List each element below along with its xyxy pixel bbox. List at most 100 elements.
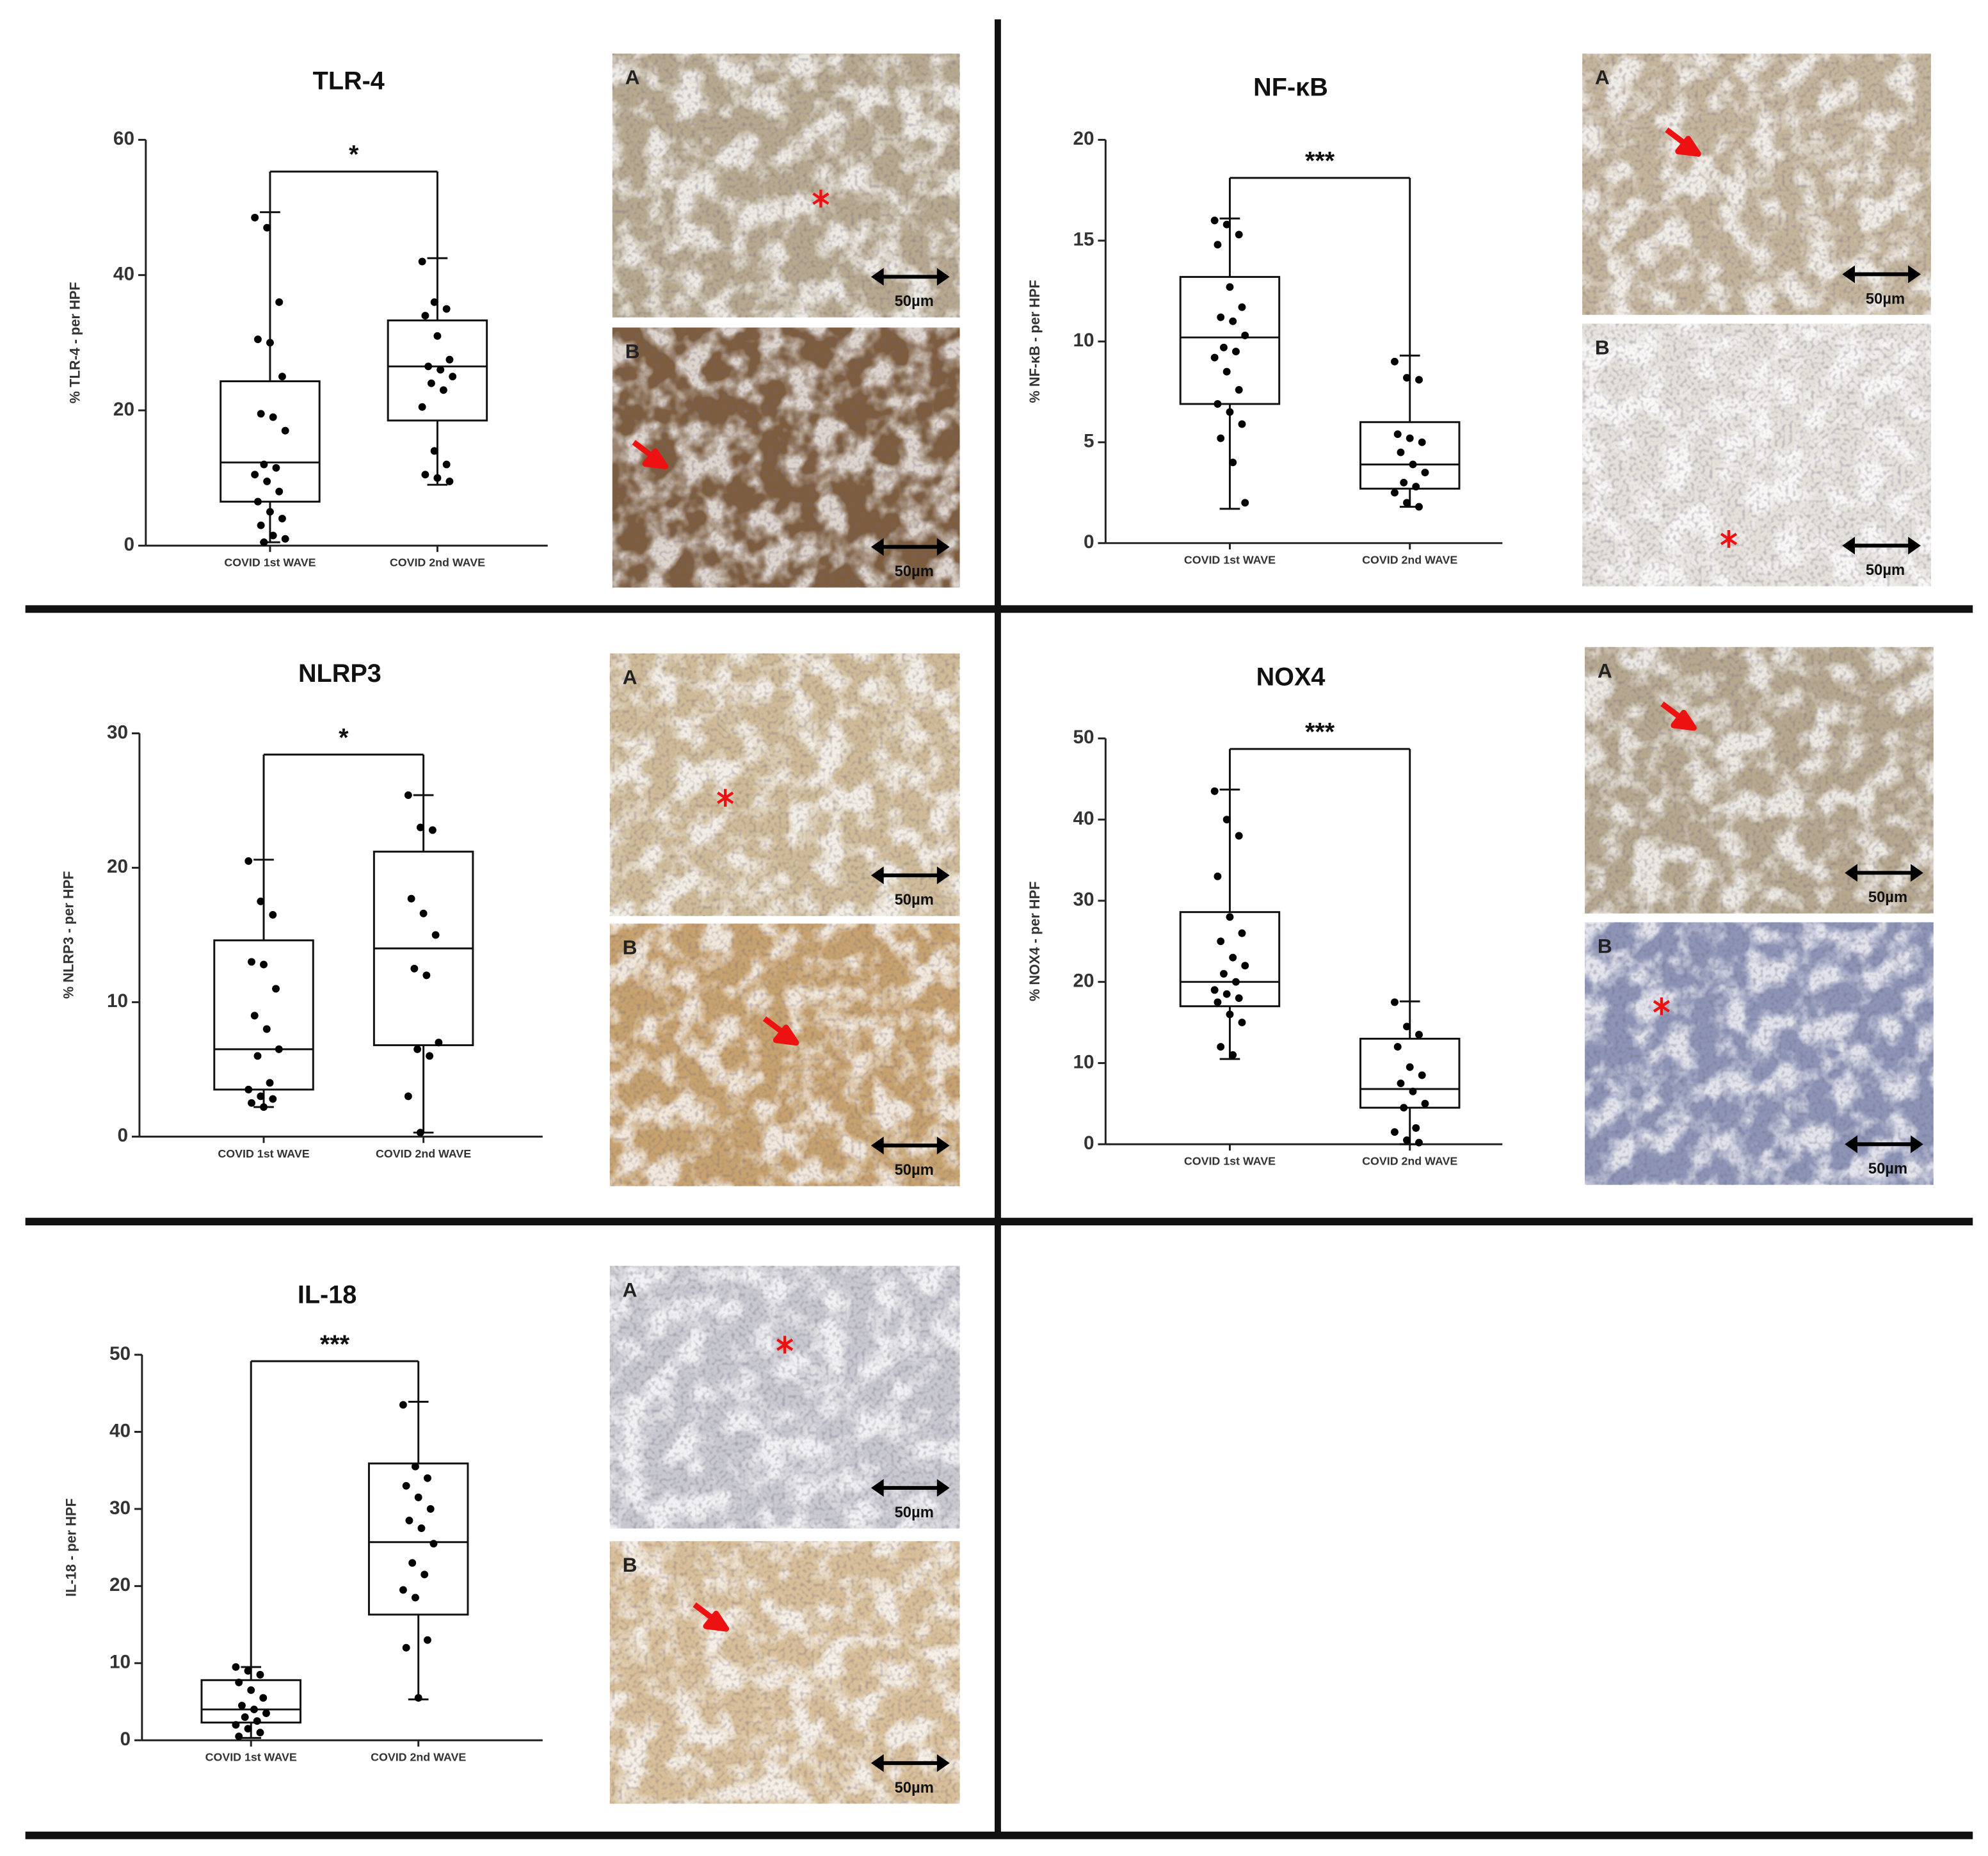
data-point (257, 521, 265, 529)
data-point (410, 964, 419, 972)
scale-label: 50µm (1868, 1160, 1907, 1177)
data-point (429, 1540, 438, 1548)
data-point (250, 1706, 258, 1714)
data-point (1235, 230, 1243, 239)
data-point (1222, 367, 1231, 376)
scale-label: 50µm (895, 563, 934, 580)
micrograph-grain (1585, 922, 1934, 1185)
data-point (253, 497, 262, 506)
y-axis-label: % NOX4 - per HPF (1027, 882, 1043, 1001)
data-point (1226, 1010, 1234, 1019)
data-point (1214, 241, 1222, 249)
scale-label: 50µm (1868, 889, 1907, 906)
data-point (421, 312, 429, 320)
panel-label: A (625, 66, 640, 89)
micrograph: A 50µm (1585, 647, 1934, 914)
data-point (1403, 1022, 1411, 1031)
data-point (1238, 420, 1246, 428)
y-tick-label: 10 (107, 990, 128, 1012)
data-point (435, 1038, 443, 1047)
data-point (269, 1095, 277, 1103)
data-point (269, 910, 277, 919)
y-tick-label: 30 (107, 722, 128, 743)
micrograph: B 50µm (609, 1541, 960, 1804)
data-point (1412, 483, 1420, 491)
data-point (439, 386, 447, 394)
data-point (424, 1474, 431, 1482)
red-asterisk (776, 1336, 794, 1354)
data-point (1217, 434, 1225, 442)
scale-label: 50µm (1866, 290, 1905, 307)
scale-label: 50µm (895, 1161, 934, 1179)
data-point (257, 410, 265, 418)
data-point (1406, 434, 1414, 442)
y-tick-label: 5 (1084, 431, 1094, 452)
micrograph: B 50µm (1585, 922, 1934, 1185)
data-point (1219, 970, 1228, 978)
data-point (408, 1559, 417, 1567)
data-point (402, 1643, 410, 1652)
x-tick-label: COVID 2nd WAVE (1362, 1155, 1457, 1168)
x-tick-label: COVID 2nd WAVE (390, 556, 485, 569)
red-asterisk (1653, 997, 1671, 1015)
data-point (259, 1694, 268, 1702)
micrograph: A 50µm (1582, 53, 1931, 315)
panel-label: B (623, 936, 637, 959)
y-tick-label: 30 (1073, 889, 1094, 910)
data-point (244, 1725, 252, 1733)
micrograph-grain (612, 53, 960, 318)
chart-title: NF-κB (1253, 74, 1328, 102)
red-asterisk (717, 789, 734, 807)
data-point (269, 413, 277, 421)
data-point (418, 257, 426, 266)
y-tick-label: 15 (1073, 229, 1094, 250)
data-point (247, 1686, 255, 1694)
data-point (275, 487, 284, 496)
data-point (269, 531, 277, 540)
box (1359, 1037, 1461, 1109)
data-point (1391, 488, 1399, 497)
data-point (266, 1079, 274, 1087)
data-point (1391, 357, 1399, 366)
data-point (266, 339, 274, 347)
data-point (275, 298, 284, 306)
data-point (1400, 478, 1408, 487)
x-tick-label: COVID 2nd WAVE (1362, 554, 1457, 567)
data-point (1403, 374, 1411, 382)
data-point (1397, 1079, 1405, 1088)
data-point (413, 1045, 422, 1053)
data-point (244, 1666, 252, 1675)
data-point (257, 1092, 265, 1101)
scale-label: 50µm (895, 891, 934, 908)
y-tick-label: 20 (1073, 971, 1094, 992)
y-axis-label: % TLR-4 - per HPF (67, 282, 83, 403)
data-point (244, 1085, 253, 1093)
y-tick-label: 0 (1084, 1133, 1094, 1154)
x-tick-label: COVID 2nd WAVE (376, 1147, 471, 1160)
data-point (1232, 978, 1240, 986)
x-tick-label: COVID 1st WAVE (205, 1751, 297, 1764)
y-tick-label: 0 (124, 534, 134, 555)
data-point (411, 1462, 419, 1471)
data-point (426, 1505, 435, 1513)
data-point (426, 1052, 434, 1060)
data-point (1222, 816, 1231, 824)
box (1179, 276, 1281, 405)
data-point (1421, 469, 1429, 477)
data-point (1241, 499, 1249, 507)
red-arrow (762, 1016, 799, 1046)
data-point (1418, 1071, 1426, 1079)
y-tick-label: 20 (1073, 128, 1094, 149)
panel-label: B (1598, 935, 1612, 958)
y-axis-label: IL-18 - per HPF (63, 1498, 79, 1597)
data-point (1217, 313, 1225, 321)
micrograph-grain (1582, 53, 1931, 315)
data-point (1210, 986, 1219, 994)
data-point (1418, 438, 1426, 446)
data-point (1393, 430, 1402, 439)
box (1359, 421, 1461, 490)
red-asterisk (812, 190, 830, 208)
x-tick-label: COVID 1st WAVE (224, 556, 316, 569)
panel-label: A (623, 666, 637, 689)
data-point (1217, 1043, 1225, 1051)
